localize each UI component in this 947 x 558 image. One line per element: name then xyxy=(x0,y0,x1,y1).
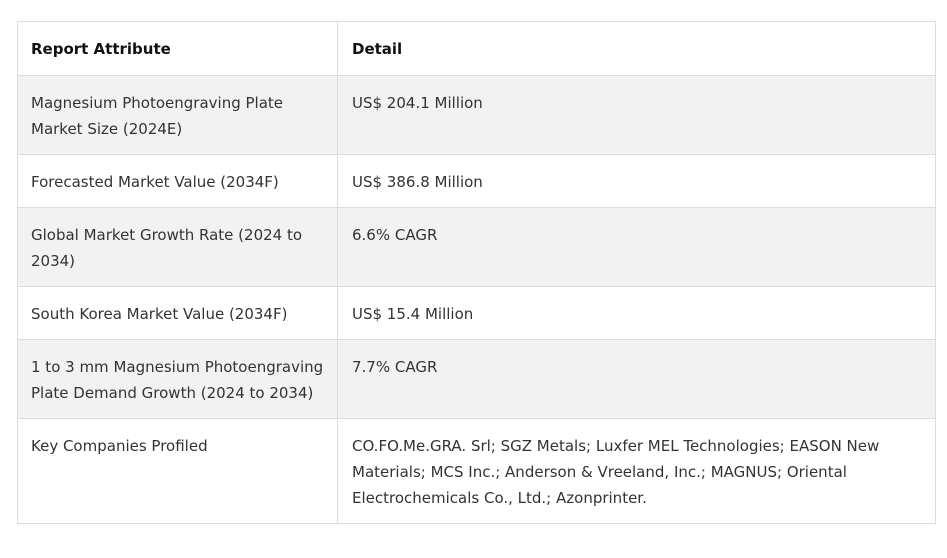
attribute-cell: Forecasted Market Value (2034F) xyxy=(17,154,338,208)
attribute-cell: 1 to 3 mm Magnesium Photoengraving Plate… xyxy=(17,339,338,419)
table-row: Magnesium Photoengraving Plate Market Si… xyxy=(17,75,936,155)
report-attributes-table: Report Attribute Detail Magnesium Photoe… xyxy=(17,21,936,524)
detail-cell: 6.6% CAGR xyxy=(337,207,936,287)
attribute-cell: Global Market Growth Rate (2024 to 2034) xyxy=(17,207,338,287)
attribute-cell: Magnesium Photoengraving Plate Market Si… xyxy=(17,75,338,155)
table-header-row: Report Attribute Detail xyxy=(17,21,936,76)
header-detail: Detail xyxy=(337,21,936,76)
header-report-attribute: Report Attribute xyxy=(17,21,338,76)
attribute-cell: Key Companies Profiled xyxy=(17,418,338,524)
detail-cell: CO.FO.Me.GRA. Srl; SGZ Metals; Luxfer ME… xyxy=(337,418,936,524)
table-row: South Korea Market Value (2034F) US$ 15.… xyxy=(17,286,936,340)
detail-cell: 7.7% CAGR xyxy=(337,339,936,419)
detail-cell: US$ 386.8 Million xyxy=(337,154,936,208)
detail-cell: US$ 204.1 Million xyxy=(337,75,936,155)
table-row: Key Companies Profiled CO.FO.Me.GRA. Srl… xyxy=(17,418,936,524)
table-row: Global Market Growth Rate (2024 to 2034)… xyxy=(17,207,936,287)
detail-cell: US$ 15.4 Million xyxy=(337,286,936,340)
report-attributes-table-container: Report Attribute Detail Magnesium Photoe… xyxy=(17,21,936,524)
attribute-cell: South Korea Market Value (2034F) xyxy=(17,286,338,340)
table-row: Forecasted Market Value (2034F) US$ 386.… xyxy=(17,154,936,208)
table-row: 1 to 3 mm Magnesium Photoengraving Plate… xyxy=(17,339,936,419)
